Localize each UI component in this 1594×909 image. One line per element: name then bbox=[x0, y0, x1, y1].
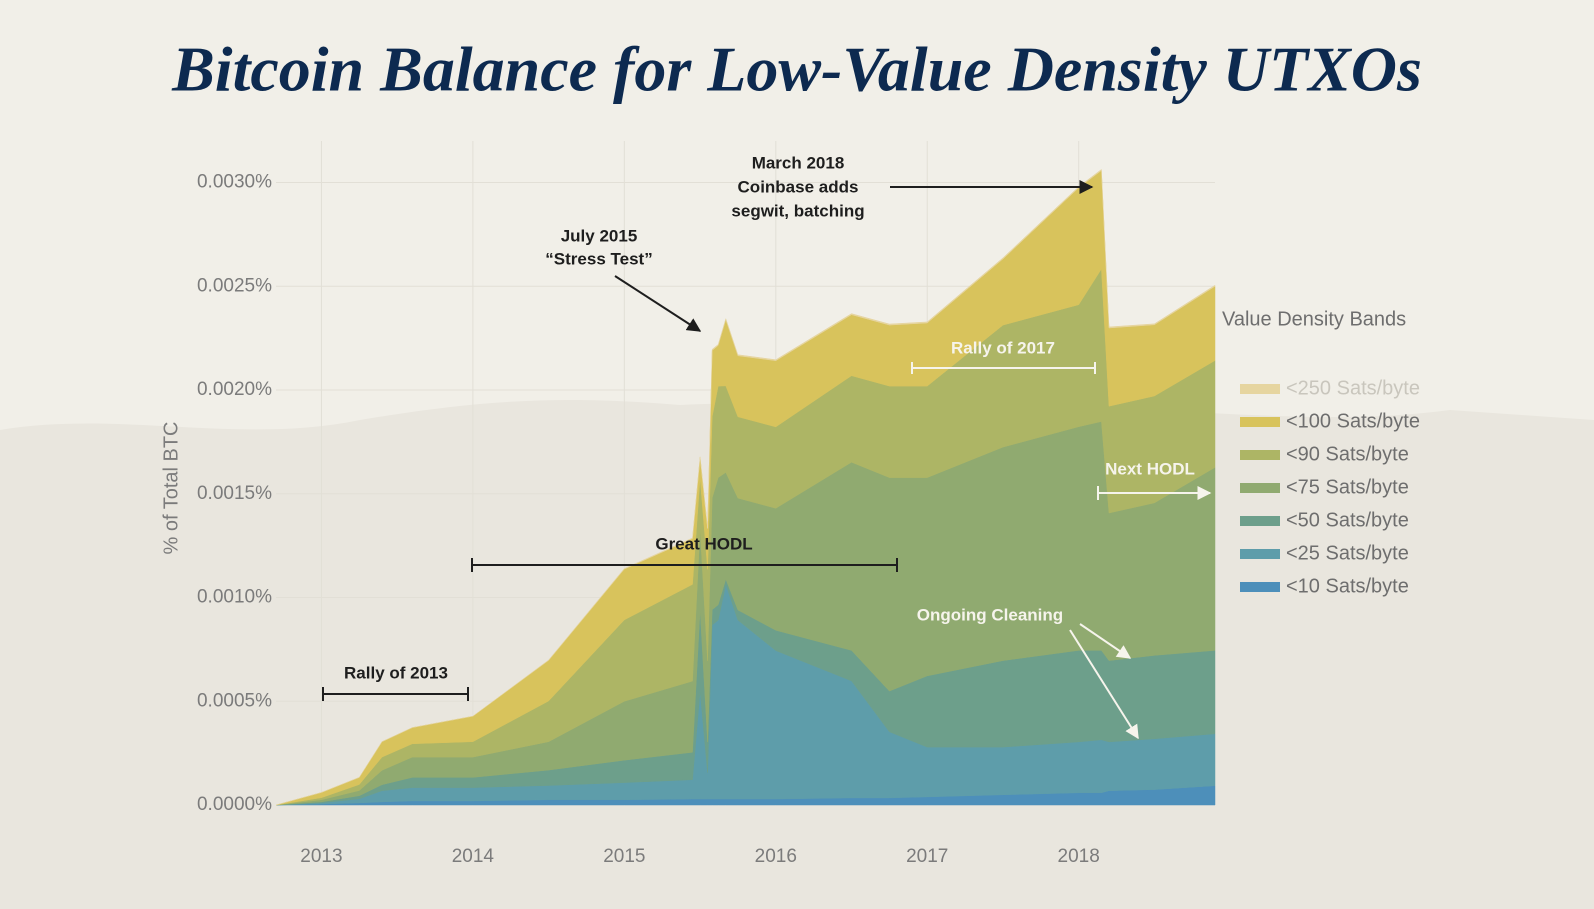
annotations: March 2018 Coinbase adds segwit, batchin… bbox=[322, 153, 1210, 740]
legend-label: <90 Sats/byte bbox=[1286, 443, 1409, 465]
legend-title: Value Density Bands bbox=[1222, 308, 1406, 330]
annotation: Great HODL bbox=[655, 534, 752, 553]
legend-swatch bbox=[1240, 582, 1280, 592]
x-tick-label: 2017 bbox=[906, 846, 948, 867]
annotation: “Stress Test” bbox=[545, 249, 652, 268]
arrow bbox=[614, 275, 702, 332]
bracket bbox=[1097, 486, 1210, 500]
arrow bbox=[1079, 623, 1132, 659]
y-tick-label: 0.0005% bbox=[197, 690, 272, 711]
legend-label: <25 Sats/byte bbox=[1286, 542, 1409, 564]
legend-swatch bbox=[1240, 483, 1280, 493]
legend-label: <75 Sats/byte bbox=[1286, 476, 1409, 498]
annotation: segwit, batching bbox=[731, 201, 864, 220]
bracket bbox=[322, 687, 469, 701]
areas bbox=[275, 168, 1216, 806]
x-tick-label: 2013 bbox=[300, 846, 342, 867]
ticks: 0.0000% 0.0005% 0.0010% 0.0015% 0.0020% 0.002… bbox=[197, 172, 1100, 868]
y-tick-label: 0.0020% bbox=[197, 379, 272, 400]
area bbox=[275, 168, 1216, 806]
legend-swatch bbox=[1240, 384, 1280, 394]
annotation: Rally of 2013 bbox=[344, 663, 448, 682]
annotation: March 2018 bbox=[752, 153, 845, 172]
y-tick-label: 0.0010% bbox=[197, 587, 272, 608]
y-axis-label: % of Total BTC bbox=[160, 421, 182, 554]
y-tick-label: 0.0000% bbox=[197, 794, 272, 815]
annotation: Rally of 2017 bbox=[951, 338, 1055, 357]
legend-label: <250 Sats/byte bbox=[1286, 377, 1420, 399]
y-tick-label: 0.0015% bbox=[197, 483, 272, 504]
legend: <10 Sats/byte <25 Sats/byte <50 Sats/byte <… bbox=[1240, 377, 1420, 597]
chart-title: Bitcoin Balance for Low-Value Density UT… bbox=[171, 34, 1422, 105]
legend-label: <100 Sats/byte bbox=[1286, 410, 1420, 432]
legend-swatch bbox=[1240, 549, 1280, 559]
x-tick-label: 2016 bbox=[755, 846, 797, 867]
legend-swatch bbox=[1240, 516, 1280, 526]
annotation: Next HODL bbox=[1105, 459, 1195, 478]
bracket bbox=[471, 558, 898, 572]
x-tick-label: 2018 bbox=[1058, 846, 1100, 867]
annotation: July 2015 bbox=[561, 226, 638, 245]
bracket bbox=[911, 362, 1096, 374]
y-tick-label: 0.0025% bbox=[197, 275, 272, 296]
y-tick-label: 0.0030% bbox=[197, 172, 272, 193]
annotation: Coinbase adds bbox=[738, 177, 859, 196]
legend-swatch bbox=[1240, 417, 1280, 427]
legend-label: <10 Sats/byte bbox=[1286, 575, 1409, 597]
legend-label: <50 Sats/byte bbox=[1286, 509, 1409, 531]
arrow bbox=[1069, 629, 1139, 740]
x-tick-label: 2015 bbox=[603, 846, 645, 867]
legend-swatch bbox=[1240, 450, 1280, 460]
annotation: Ongoing Cleaning bbox=[917, 605, 1063, 624]
x-tick-label: 2014 bbox=[452, 846, 495, 867]
